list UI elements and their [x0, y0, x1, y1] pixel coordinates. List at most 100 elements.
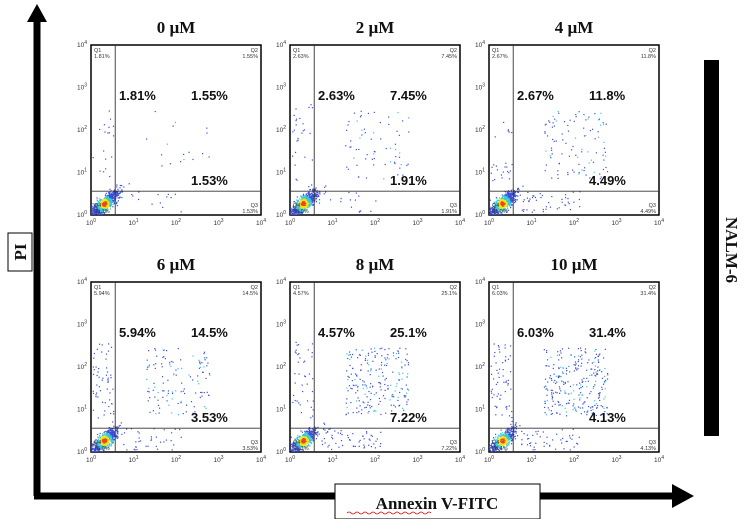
x-tick-label: 104	[256, 218, 266, 227]
plot-frame	[289, 281, 461, 453]
y-tick-label: 104	[77, 40, 87, 49]
x-tick-label: 103	[214, 455, 224, 464]
y-tick-label: 104	[276, 277, 286, 286]
quadrant-small-pct: 2.67%	[492, 54, 508, 60]
x-tick-label: 102	[370, 218, 380, 227]
x-tick-label: 104	[256, 455, 266, 464]
y-tick-label: 103	[276, 320, 286, 329]
plot-frame	[289, 44, 461, 216]
event-dots	[290, 104, 410, 215]
x-tick-label: 104	[654, 455, 664, 464]
x-tick-label: 104	[455, 218, 465, 227]
x-tick-label: 101	[129, 455, 139, 464]
x-tick-label: 100	[285, 218, 295, 227]
quadrant-name: Q2	[450, 285, 457, 291]
q1-percentage: 4.57%	[318, 325, 355, 340]
quadrant-small-pct: 14.5%	[242, 291, 258, 297]
y-tick-label: 102	[276, 125, 286, 134]
q2-percentage: 25.1%	[390, 325, 427, 340]
quadrant-name: Q1	[94, 48, 101, 54]
y-tick-label: 103	[475, 83, 485, 92]
q3-percentage: 1.91%	[390, 173, 427, 188]
quadrant-q4-pct: 63.1%	[293, 446, 309, 452]
quadrant-small-pct: 3.53%	[242, 446, 258, 452]
x-tick-label: 100	[285, 455, 295, 464]
quadrant-name: Q4	[293, 203, 300, 209]
quadrant-name: Q1	[492, 48, 499, 54]
quadrant-small-pct: 6.03%	[492, 291, 508, 297]
x-axis-arrowhead	[672, 484, 694, 508]
q1-percentage: 2.67%	[517, 88, 554, 103]
quadrant-name: Q3	[649, 440, 656, 446]
y-tick-label: 100	[77, 210, 87, 219]
y-tick-label: 101	[276, 405, 286, 414]
plot-frame	[90, 281, 262, 453]
quadrant-name: Q1	[492, 285, 499, 291]
x-tick-label: 100	[86, 455, 96, 464]
y-tick-label: 102	[77, 362, 87, 371]
quadrant-small-pct: 7.45%	[441, 54, 457, 60]
q2-percentage: 14.5%	[191, 325, 228, 340]
x-tick-label: 102	[569, 455, 579, 464]
x-tick-label: 102	[171, 218, 181, 227]
y-tick-label: 102	[475, 125, 485, 134]
quadrant-q4-pct: 58.4%	[492, 446, 508, 452]
panel-title: 6 µM	[157, 255, 196, 274]
x-tick-label: 104	[654, 218, 664, 227]
y-tick-label: 100	[77, 447, 87, 456]
side-label: NALM-6	[722, 217, 741, 283]
quadrant-name: Q3	[450, 203, 457, 209]
quadrant-small-pct: 1.81%	[94, 54, 110, 60]
x-tick-label: 101	[527, 218, 537, 227]
panel-title: 10 µM	[550, 255, 597, 274]
x-tick-label: 102	[569, 218, 579, 227]
quadrant-q4-pct: 81.0%	[492, 209, 508, 215]
plot-frame	[488, 281, 660, 453]
quadrant-name: Q3	[251, 440, 258, 446]
quadrant-small-pct: 1.91%	[441, 209, 457, 215]
x-tick-label: 103	[214, 218, 224, 227]
side-label-box	[719, 200, 747, 300]
event-dots	[91, 110, 210, 215]
y-tick-label: 100	[276, 447, 286, 456]
y-tick-label: 102	[77, 125, 87, 134]
q1-percentage: 6.03%	[517, 325, 554, 340]
x-tick-label: 101	[328, 455, 338, 464]
q1-percentage: 1.81%	[119, 88, 156, 103]
y-tick-label: 101	[475, 405, 485, 414]
y-tick-label: 103	[77, 83, 87, 92]
event-dots	[91, 343, 211, 452]
x-tick-label: 103	[413, 455, 423, 464]
x-tick-label: 100	[86, 218, 96, 227]
q3-percentage: 3.53%	[191, 410, 228, 425]
quadrant-name: Q2	[450, 48, 457, 54]
quadrant-name: Q4	[492, 440, 499, 446]
plot-frame	[90, 44, 262, 216]
panel-title: 8 µM	[356, 255, 395, 274]
x-tick-label: 103	[612, 455, 622, 464]
quadrant-name: Q3	[450, 440, 457, 446]
quadrant-name: Q4	[94, 440, 101, 446]
y-tick-label: 103	[475, 320, 485, 329]
y-tick-label: 100	[475, 210, 485, 219]
quadrant-q4-pct: 76.0%	[94, 446, 110, 452]
x-tick-label: 100	[484, 455, 494, 464]
q2-percentage: 7.45%	[390, 88, 427, 103]
y-tick-label: 101	[77, 168, 87, 177]
y-tick-label: 100	[475, 447, 485, 456]
x-tick-label: 103	[612, 218, 622, 227]
q1-percentage: 5.94%	[119, 325, 156, 340]
q2-percentage: 11.8%	[589, 88, 626, 103]
quadrant-name: Q2	[251, 285, 258, 291]
q2-percentage: 1.55%	[191, 88, 228, 103]
quadrant-name: Q3	[251, 203, 258, 209]
event-dots	[290, 341, 410, 452]
q3-percentage: 4.13%	[589, 410, 626, 425]
x-tick-label: 101	[328, 218, 338, 227]
quadrant-name: Q1	[293, 48, 300, 54]
